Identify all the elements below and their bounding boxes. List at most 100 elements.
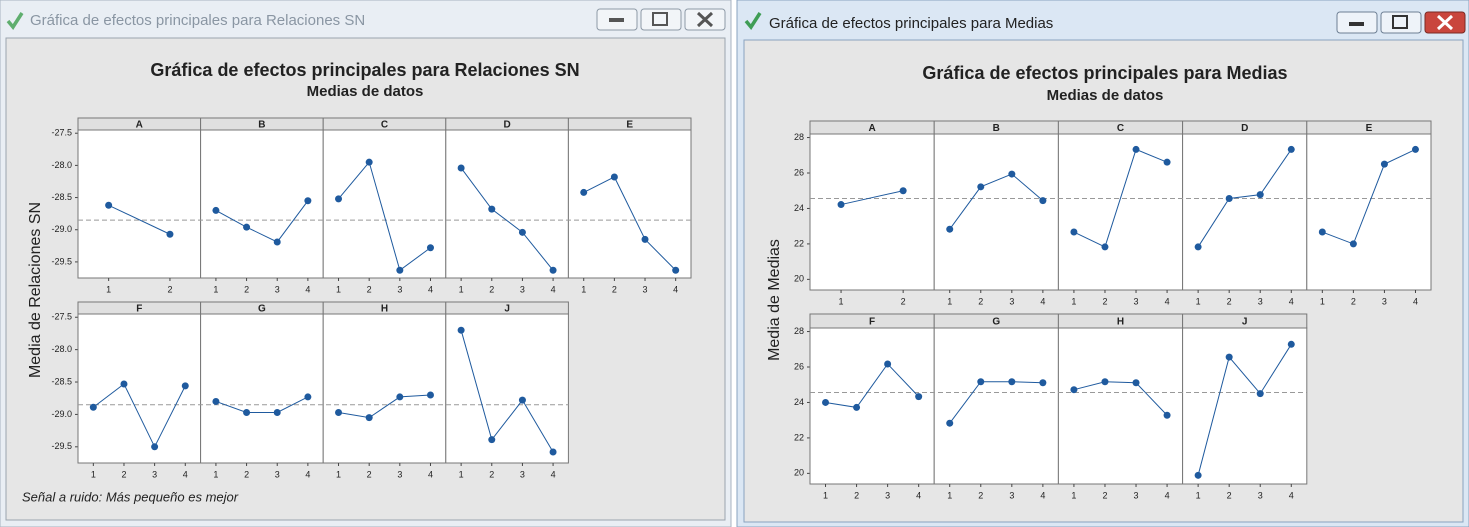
effect-point (1225, 195, 1233, 203)
panel-name: J (504, 304, 510, 315)
panel-name: H (1117, 317, 1124, 328)
effect-point (89, 403, 97, 411)
y-tick-label: 22 (794, 238, 804, 248)
panel-name: J (1242, 317, 1248, 328)
x-tick-label: 3 (520, 469, 525, 479)
effect-point (1349, 240, 1357, 248)
effect-point (1039, 379, 1047, 387)
effect-point (212, 206, 220, 214)
effect-point (181, 382, 189, 390)
y-tick-label: -27.5 (51, 128, 72, 138)
effect-line (1073, 148, 1168, 248)
effect-line (825, 363, 920, 408)
effect-line (215, 200, 309, 243)
x-tick-label: 3 (1134, 296, 1139, 306)
effect-point (105, 201, 113, 209)
effect-point (1194, 471, 1202, 479)
x-tick-label: 3 (275, 284, 280, 294)
x-tick-label: 2 (244, 284, 249, 294)
effect-point (518, 396, 526, 404)
effect-point (243, 223, 251, 231)
effect-point (946, 225, 954, 233)
panel (1182, 327, 1308, 485)
panel-header (567, 117, 692, 131)
footnote: Señal a ruido: Más pequeño es mejor (22, 489, 239, 504)
effect-line (338, 161, 431, 272)
effect-point (1070, 386, 1078, 394)
effect-point (488, 436, 496, 444)
effect-line (1197, 344, 1292, 476)
effect-point (1008, 378, 1016, 386)
effect-line (460, 330, 554, 453)
x-tick-label: 3 (275, 469, 280, 479)
minimize-icon (1349, 22, 1364, 26)
panel (933, 327, 1059, 485)
effect-point (1318, 228, 1326, 236)
effect-point (1132, 379, 1140, 387)
x-tick-label: 1 (947, 490, 952, 500)
effect-line (949, 173, 1044, 230)
x-tick-label: 4 (183, 469, 188, 479)
x-tick-label: 1 (1196, 490, 1201, 500)
effect-point (488, 205, 496, 213)
effect-point (120, 380, 128, 388)
x-tick-label: 4 (1289, 296, 1294, 306)
effect-point (426, 244, 434, 252)
x-tick-label: 4 (916, 490, 921, 500)
x-tick-label: 1 (91, 469, 96, 479)
effect-point (1132, 145, 1140, 153)
effect-point (580, 188, 588, 196)
x-tick-label: 2 (612, 284, 617, 294)
effect-line (1073, 381, 1168, 416)
panel (1057, 133, 1184, 291)
effect-point (641, 235, 649, 243)
panel-name: B (258, 120, 265, 131)
y-tick-label: -29.0 (51, 409, 72, 419)
panel (322, 129, 447, 279)
effect-point (365, 414, 373, 422)
effect-point (335, 408, 343, 416)
x-tick-label: 2 (367, 284, 372, 294)
effect-point (1194, 243, 1202, 251)
effect-point (837, 201, 845, 209)
x-tick-label: 4 (673, 284, 678, 294)
x-tick-label: 2 (978, 296, 983, 306)
x-tick-label: 4 (551, 469, 556, 479)
y-tick-label: 26 (794, 361, 804, 371)
chart-subtitle: Medias de datos (307, 83, 424, 100)
x-tick-label: 4 (551, 284, 556, 294)
x-tick-label: 3 (1009, 296, 1014, 306)
x-tick-label: 2 (1102, 296, 1107, 306)
panel (1057, 327, 1184, 485)
panel (445, 129, 569, 279)
x-tick-label: 1 (823, 490, 828, 500)
x-tick-label: 4 (1413, 296, 1418, 306)
panel (933, 133, 1059, 291)
effect-point (273, 238, 281, 246)
x-tick-label: 1 (1071, 296, 1076, 306)
chart-title: Gráfica de efectos principales para Rela… (150, 60, 579, 80)
panel (1306, 133, 1432, 291)
panel (200, 129, 324, 279)
x-tick-label: 1 (947, 296, 952, 306)
effect-line (93, 383, 186, 448)
panel-name: E (1366, 123, 1373, 134)
maximize-button[interactable] (640, 8, 682, 31)
effect-line (1322, 148, 1416, 245)
panel-name: G (992, 317, 1000, 328)
effect-line (338, 394, 431, 419)
panel (809, 133, 935, 291)
panel-header (1182, 313, 1308, 329)
effect-point (212, 397, 220, 405)
maximize-button[interactable] (1380, 11, 1422, 34)
x-tick-label: 4 (1040, 296, 1045, 306)
effect-point (151, 443, 159, 451)
panel-name: G (258, 304, 266, 315)
effect-point (1008, 170, 1016, 178)
x-tick-label: 3 (1258, 490, 1263, 500)
effect-point (946, 419, 954, 427)
x-tick-label: 3 (397, 284, 402, 294)
window-title: Gráfica de efectos principales para Rela… (30, 12, 365, 29)
x-tick-label: 3 (1382, 296, 1387, 306)
